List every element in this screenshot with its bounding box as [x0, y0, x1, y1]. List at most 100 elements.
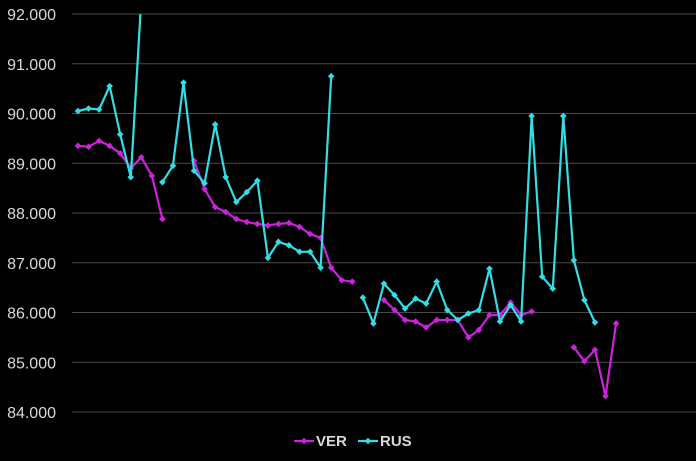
data-point-rus [211, 121, 219, 128]
data-point-rus [232, 198, 240, 206]
data-point-ver [475, 326, 483, 334]
data-point-ver [106, 142, 113, 150]
data-point-rus [538, 273, 546, 280]
legend-swatch-marker [364, 437, 372, 445]
series-line-ver [193, 160, 353, 283]
data-point-rus [327, 72, 335, 80]
data-point-ver [190, 157, 198, 165]
data-point-ver [116, 150, 124, 157]
data-point-rus [380, 280, 388, 287]
y-axis-tick-labels: 84.000 85.000 86.000 87.000 88.000 89.000 90.0… [7, 7, 56, 422]
y-tick-label: 85.000 [7, 355, 56, 372]
data-point-ver [570, 344, 578, 351]
legend: VER RUS [294, 433, 412, 450]
data-point-ver [85, 143, 92, 151]
data-point-rus [296, 248, 303, 256]
data-point-rus [169, 162, 177, 170]
data-point-ver [222, 208, 229, 216]
data-point-ver [465, 334, 472, 341]
y-tick-label: 87.000 [7, 256, 56, 273]
legend-label: RUS [380, 433, 412, 450]
data-point-rus [507, 301, 514, 309]
data-point-ver [285, 219, 293, 227]
data-point-rus [222, 173, 229, 181]
data-point-rus [570, 256, 578, 264]
data-point-ver [254, 220, 261, 228]
data-point-ver [243, 218, 251, 226]
data-point-rus [433, 278, 440, 285]
data-point-ver [528, 308, 535, 315]
data-point-ver [443, 316, 451, 324]
data-point-rus [422, 300, 430, 307]
legend-item-ver: VER [294, 433, 347, 450]
data-point-rus [443, 306, 451, 314]
legend-label: VER [316, 433, 347, 450]
data-point-rus [412, 295, 419, 302]
data-point-ver [433, 316, 440, 324]
data-point-ver [401, 316, 409, 324]
data-point-rus [138, 0, 145, 2]
data-point-ver [275, 220, 282, 228]
data-point-ver [95, 137, 103, 145]
data-point-ver [201, 185, 208, 193]
data-point-rus [95, 106, 103, 113]
data-point-ver [148, 172, 156, 179]
series-line-rus [161, 76, 333, 269]
y-tick-label: 92.000 [7, 7, 56, 24]
data-point-ver [612, 320, 620, 327]
data-point-rus [496, 318, 504, 325]
data-point-rus [454, 316, 462, 324]
data-point-rus [106, 82, 113, 90]
y-tick-label: 88.000 [7, 206, 56, 223]
data-point-rus [264, 254, 272, 262]
data-point-rus [401, 305, 409, 312]
data-point-rus [275, 238, 282, 246]
data-point-rus [475, 306, 483, 314]
data-point-rus [127, 173, 135, 181]
data-point-rus [465, 310, 472, 317]
data-point-rus [74, 107, 82, 115]
legend-item-rus: RUS [358, 433, 412, 450]
data-point-rus [159, 178, 166, 186]
y-tick-label: 91.000 [7, 57, 56, 74]
data-point-ver [591, 346, 599, 354]
data-point-ver [317, 234, 324, 242]
data-point-ver [232, 215, 240, 223]
data-point-ver [159, 215, 166, 223]
data-point-ver [602, 392, 609, 400]
data-point-ver [391, 306, 398, 314]
data-point-ver [264, 222, 272, 229]
data-point-ver [306, 230, 314, 238]
data-point-ver [349, 278, 356, 285]
data-point-ver [486, 311, 493, 319]
data-point-ver [327, 264, 335, 272]
y-tick-label: 89.000 [7, 156, 56, 173]
y-tick-label: 84.000 [7, 405, 56, 422]
series-layer [74, 0, 620, 400]
data-point-rus [243, 188, 251, 196]
y-tick-label: 90.000 [7, 107, 56, 124]
data-point-ver [422, 324, 430, 331]
data-point-rus [359, 294, 367, 301]
data-point-rus [517, 318, 525, 325]
data-point-rus [201, 179, 208, 187]
data-point-rus [285, 242, 293, 249]
data-point-rus [370, 320, 377, 327]
series-line-rus [361, 114, 596, 325]
data-point-rus [190, 167, 198, 175]
data-point-rus [391, 291, 398, 299]
y-tick-label: 86.000 [7, 306, 56, 323]
data-point-rus [180, 79, 187, 86]
data-point-ver [74, 142, 82, 150]
data-point-ver [211, 203, 219, 211]
data-point-rus [581, 296, 588, 304]
data-point-ver [380, 296, 388, 304]
data-point-rus [85, 105, 92, 112]
data-point-ver [296, 223, 303, 231]
data-point-ver [412, 318, 419, 325]
data-point-rus [591, 319, 599, 326]
legend-swatch-marker [300, 437, 308, 445]
data-point-rus [317, 264, 324, 272]
data-point-ver [581, 357, 588, 365]
